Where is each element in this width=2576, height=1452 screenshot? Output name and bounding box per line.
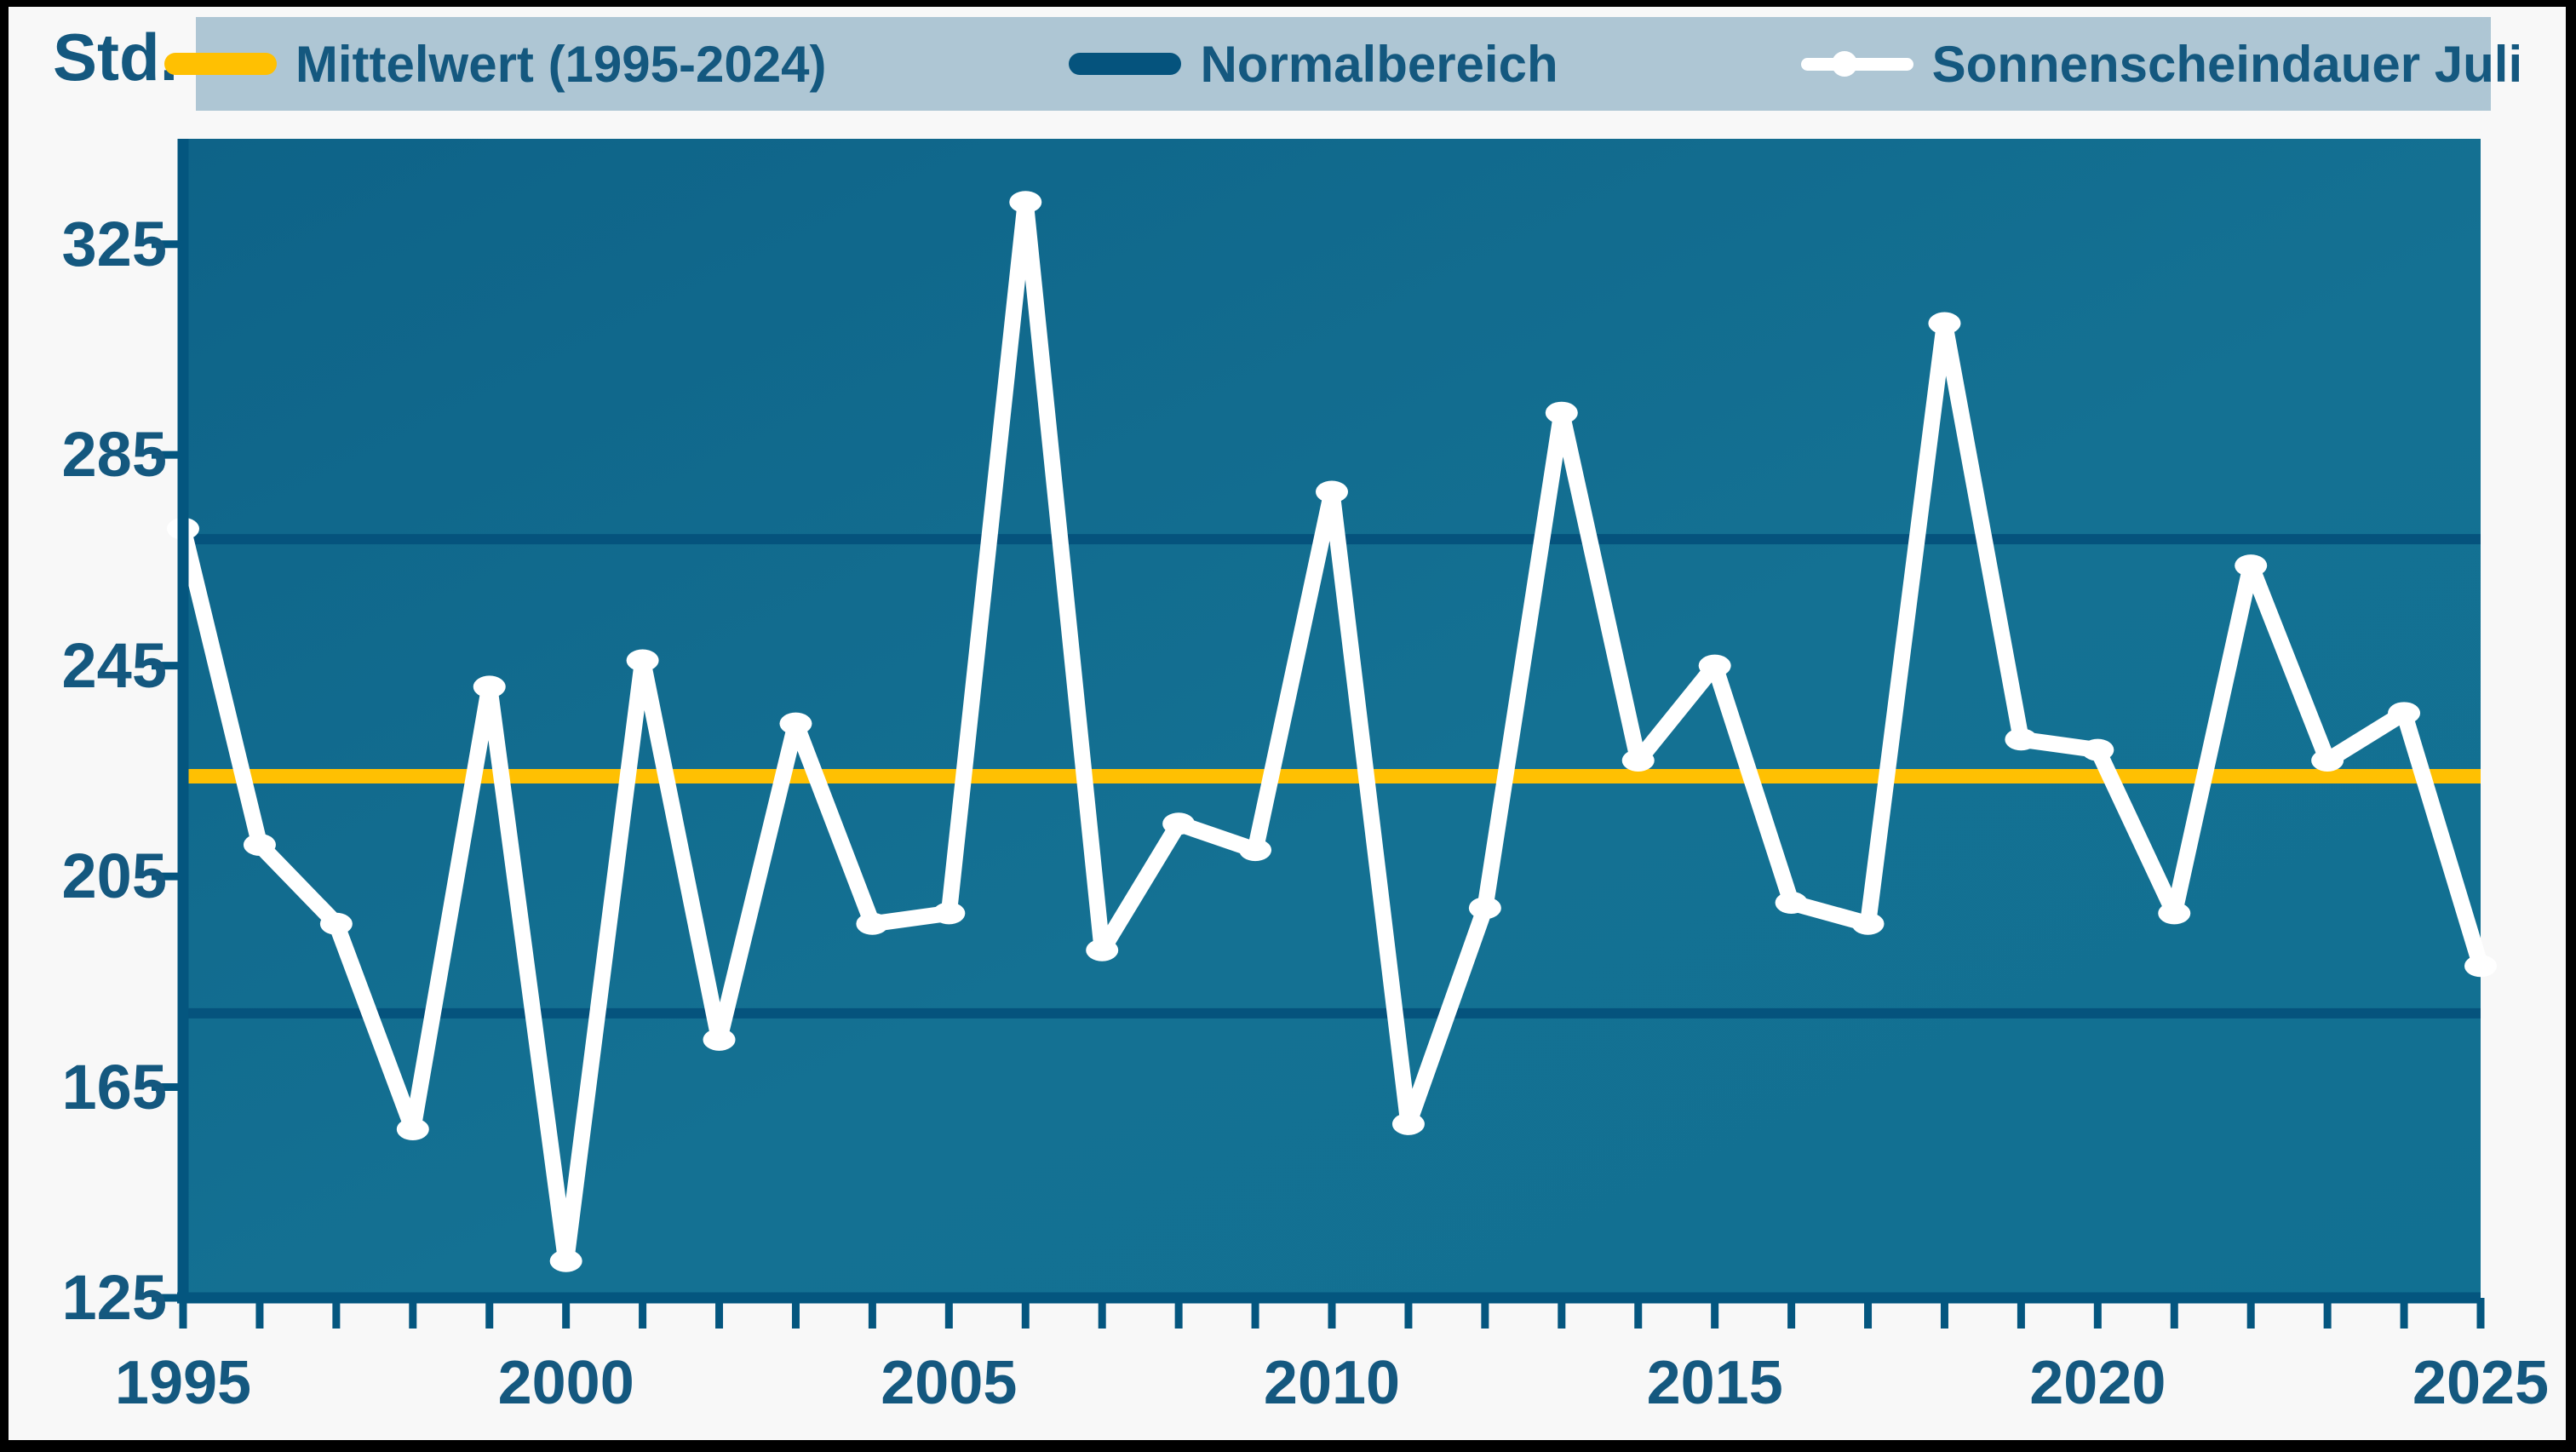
y-tick-label: 325: [61, 208, 167, 279]
x-tick-label: 1995: [114, 1349, 252, 1417]
plot-area: [183, 139, 2481, 1298]
data-point-marker: [319, 912, 353, 935]
data-point-marker: [1239, 839, 1272, 862]
x-tick-label: 2015: [1646, 1349, 1783, 1417]
data-point-marker: [2464, 955, 2497, 978]
data-point-marker: [1316, 480, 1348, 503]
data-point-marker: [779, 712, 812, 735]
legend-item-mittelwert: Mittelwert (1995-2024): [164, 35, 827, 94]
data-point-marker: [549, 1249, 582, 1272]
legend-item-label: Normalbereich: [1200, 35, 1558, 93]
data-point-marker: [2158, 902, 2191, 925]
y-tick-label: 165: [61, 1051, 167, 1122]
x-tick-label: 2005: [881, 1349, 1018, 1417]
data-point-marker: [1851, 912, 1885, 935]
data-point-marker: [2311, 749, 2344, 772]
data-point-marker: [1775, 892, 1808, 915]
legend-item-label: Sonnenscheindauer Juli: [1931, 35, 2523, 93]
x-tick-label: 2025: [2412, 1349, 2550, 1417]
legend-item-normalbereich: Normalbereich: [1069, 35, 1558, 94]
data-point-marker: [1621, 749, 1655, 772]
normalbereich-line-swatch-icon: [1069, 53, 1182, 75]
data-point-marker: [2235, 554, 2268, 577]
data-point-marker: [1391, 1112, 1425, 1135]
y-tick-label: 205: [61, 841, 167, 912]
data-point-marker: [626, 649, 659, 672]
x-tick-label: 2000: [497, 1349, 634, 1417]
data-point-marker: [1928, 312, 1961, 335]
data-point-marker: [1545, 401, 1578, 424]
data-point-marker: [1086, 938, 1119, 961]
data-point-marker: [1698, 654, 1731, 677]
data-point-marker: [1009, 191, 1042, 214]
y-tick-label: 285: [61, 419, 167, 491]
data-point-marker: [1468, 897, 1501, 920]
legend-item-label: Mittelwert (1995-2024): [295, 35, 827, 93]
data-point-marker: [243, 833, 276, 856]
series-line-swatch-icon: [1800, 51, 1913, 77]
data-point-marker: [473, 675, 506, 698]
data-point-marker: [2388, 702, 2421, 725]
data-point-marker: [2005, 728, 2038, 751]
data-point-marker: [703, 1028, 736, 1051]
data-point-marker: [856, 912, 889, 935]
x-tick-label: 2020: [2029, 1349, 2166, 1417]
y-tick-label: 245: [61, 629, 167, 701]
legend: Mittelwert (1995-2024) Normalbereich Son…: [164, 17, 2522, 111]
y-tick-label: 125: [61, 1262, 167, 1333]
x-tick-label: 2010: [1263, 1349, 1401, 1417]
data-point-marker: [2081, 738, 2114, 761]
mittelwert-line-swatch-icon: [164, 53, 277, 75]
data-point-marker: [1162, 812, 1196, 835]
data-point-marker: [932, 902, 966, 925]
data-point-marker: [396, 1118, 429, 1141]
legend-item-sonnenscheindauer: Sonnenscheindauer Juli: [1800, 35, 2523, 94]
y-axis-unit-label: Std.: [53, 20, 179, 95]
